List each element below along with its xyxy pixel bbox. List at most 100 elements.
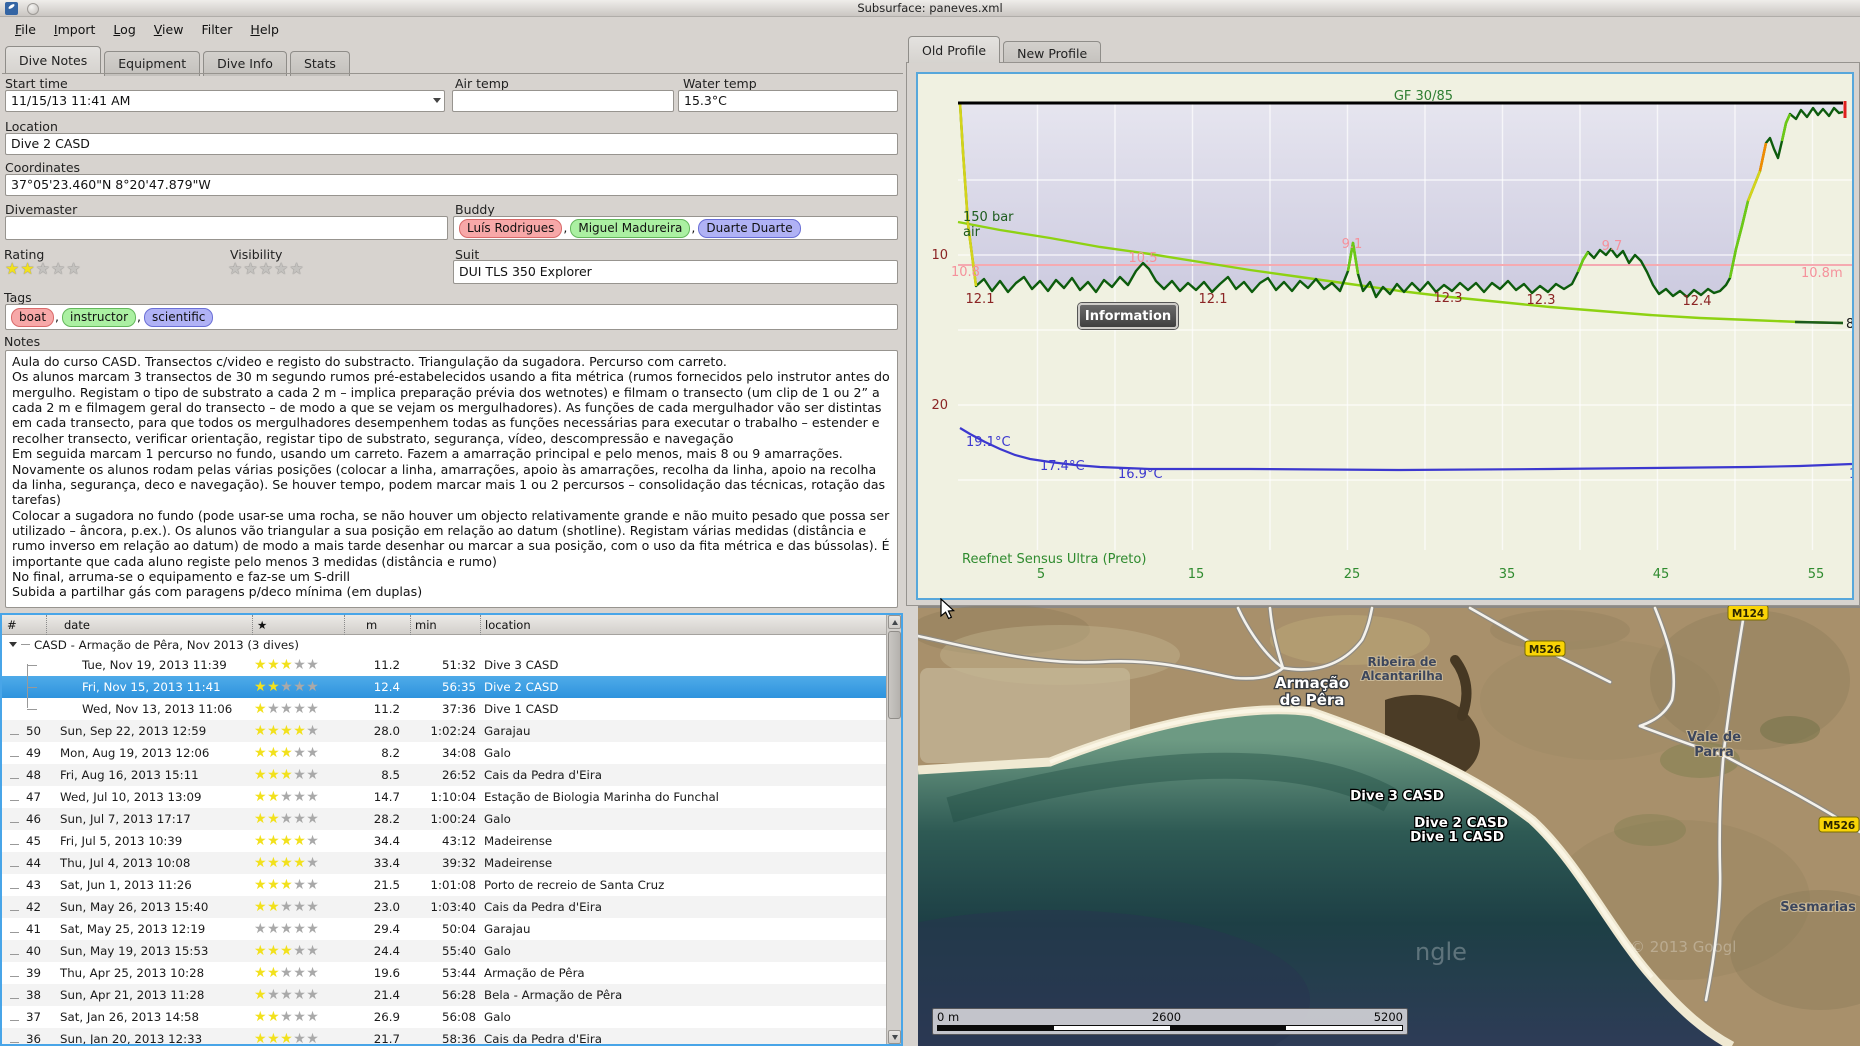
window-button[interactable] [27, 3, 39, 15]
pill-scientific[interactable]: scientific [144, 308, 214, 327]
table-group-row[interactable]: CASD - Armação de Pêra, Nov 2013 (3 dive… [2, 635, 886, 654]
star-icon: ★ [274, 259, 290, 278]
road-badge-label: M124 [1732, 608, 1764, 620]
chart-text: 20 [931, 398, 948, 413]
window-titlebar[interactable]: Subsurface: paneves.xml [0, 0, 1860, 17]
table-row[interactable]: 37 Sat, Jan 26, 2013 14:58 ★★★★★ 26.9 56:08 G… [2, 1006, 886, 1028]
cell-location: Galo [484, 1010, 511, 1024]
expander-icon[interactable] [9, 642, 17, 647]
cell-rating: ★★★★★ [252, 789, 344, 805]
table-row[interactable]: 42 Sun, May 26, 2013 15:40 ★★★★★ 23.0 1:03:4… [2, 896, 886, 918]
table-row[interactable]: 46 Sun, Jul 7, 2013 17:17 ★★★★★ 28.2 1:00:24… [2, 808, 886, 830]
pill-boat[interactable]: boat [11, 308, 55, 327]
cell-location: Galo [484, 746, 511, 760]
table-row[interactable]: 50 Sun, Sep 22, 2013 12:59 ★★★★★ 28.0 1:02:2… [2, 720, 886, 742]
table-row[interactable]: 39 Thu, Apr 25, 2013 10:28 ★★★★★ 19.6 53:44 A… [2, 962, 886, 984]
star-icon: ★ [306, 1031, 320, 1044]
column-header-2[interactable]: ★ [252, 615, 344, 635]
star-icon: ★ [254, 833, 268, 849]
cell-rating: ★★★★★ [252, 987, 344, 1003]
buddy-label: Buddy [455, 202, 495, 217]
table-row[interactable]: Wed, Nov 13, 2013 11:06 ★★★★★ 11.2 37:36 Div… [2, 698, 886, 720]
column-header-1[interactable]: date [46, 615, 252, 635]
tags-input[interactable]: boat, instructor, scientific [5, 304, 898, 330]
chart-text: 35 [1499, 567, 1516, 582]
column-header-3[interactable]: m [344, 615, 410, 635]
tree-branch [10, 932, 19, 933]
location-input[interactable]: Dive 2 CASD [5, 133, 898, 155]
cell-depth: 12.4 [373, 680, 400, 694]
menu-filter[interactable]: Filter [201, 22, 233, 37]
table-row[interactable]: 48 Fri, Aug 16, 2013 15:11 ★★★★★ 8.5 26:52 Ca… [2, 764, 886, 786]
scroll-down-button[interactable] [888, 1030, 901, 1044]
cell-number: 41 [2, 922, 46, 936]
chart-text: air [963, 225, 981, 240]
table-row[interactable]: 41 Sat, May 25, 2013 12:19 ★★★★★ 29.4 50:04 G… [2, 918, 886, 940]
pill-miguel-madureira[interactable]: Miguel Madureira [570, 219, 691, 238]
dive-list: # date ★ m min location CASD - Armação de Pêra… [0, 613, 903, 1046]
menu-log[interactable]: Log [113, 22, 136, 37]
water-temp-input[interactable]: 15.3°C [678, 90, 898, 112]
table-row[interactable]: 44 Thu, Jul 4, 2013 10:08 ★★★★★ 33.4 39:32 Ma… [2, 852, 886, 874]
column-header-4[interactable]: min [410, 615, 480, 635]
table-header[interactable]: # date ★ m min location [2, 615, 886, 635]
table-row[interactable]: 38 Sun, Apr 21, 2013 11:28 ★★★★★ 21.4 56:28 B… [2, 984, 886, 1006]
suit-input[interactable]: DUI TLS 350 Explorer [453, 260, 898, 284]
star-icon: ★ [280, 767, 294, 783]
coordinates-input[interactable]: 37°05'23.460"N 8°20'47.879"W [5, 174, 898, 196]
cell-number: 44 [2, 856, 46, 870]
table-row[interactable]: Tue, Nov 19, 2013 11:39 ★★★★★ 11.2 51:32 Div… [2, 654, 886, 676]
scrollbar-thumb[interactable] [888, 631, 901, 719]
menu-view[interactable]: View [153, 22, 184, 37]
cell-rating: ★★★★★ [252, 767, 344, 783]
notes-textarea[interactable]: Aula do curso CASD. Transectos c/video e… [5, 350, 898, 608]
cell-duration: 50:04 [442, 922, 476, 936]
dive-list-scrollbar[interactable] [886, 615, 901, 1044]
star-icon: ★ [280, 811, 294, 827]
road-badge-label: M526 [1529, 644, 1561, 656]
menu-help[interactable]: Help [250, 22, 279, 37]
cell-date: Wed, Jul 10, 2013 13:09 [60, 790, 202, 804]
table-row[interactable]: 40 Sun, May 19, 2013 15:53 ★★★★★ 24.4 55:40 G… [2, 940, 886, 962]
column-header-5[interactable]: location [480, 615, 886, 635]
tab-dive-info[interactable]: Dive Info [203, 51, 287, 76]
tab-old-profile[interactable]: Old Profile [908, 36, 1001, 63]
column-header-0[interactable]: # [7, 618, 17, 632]
star-icon: ★ [267, 811, 281, 827]
menu-import[interactable]: Import [53, 22, 96, 37]
start-time-combo[interactable]: 11/15/13 11:41 AM [5, 90, 445, 112]
table-row[interactable]: Fri, Nov 15, 2013 11:41 ★★★★★ 12.4 56:35 Div… [2, 676, 886, 698]
divemaster-input[interactable] [5, 216, 448, 240]
menu-file[interactable]: File [15, 22, 36, 37]
star-icon: ★ [267, 899, 281, 915]
chevron-down-icon[interactable] [433, 98, 441, 103]
information-button[interactable]: Information [1078, 303, 1178, 329]
map-place-label: Sesmarias [1780, 900, 1856, 915]
cell-location: Cais da Pedra d'Eira [484, 900, 602, 914]
tab-dive-notes[interactable]: Dive Notes [5, 46, 102, 73]
cell-duration: 58:36 [442, 1032, 476, 1044]
star-icon: ★ [306, 723, 320, 739]
buddy-input[interactable]: Luís Rodrigues, Miguel Madureira, Duarte D… [453, 216, 898, 240]
tab-equipment[interactable]: Equipment [104, 51, 201, 76]
tab-new-profile[interactable]: New Profile [1003, 41, 1102, 66]
notes-label: Notes [4, 334, 41, 349]
air-temp-input[interactable] [452, 90, 674, 112]
table-row[interactable]: 47 Wed, Jul 10, 2013 13:09 ★★★★★ 14.7 1:10:0… [2, 786, 886, 808]
star-icon: ★ [280, 965, 294, 981]
tab-stats[interactable]: Stats [289, 51, 350, 76]
scroll-up-button[interactable] [888, 615, 901, 629]
table-row[interactable]: 45 Fri, Jul 5, 2013 10:39 ★★★★★ 34.4 43:12 Ma… [2, 830, 886, 852]
star-icon: ★ [306, 943, 320, 959]
table-row[interactable]: 36 Sun, Jan 20, 2013 12:33 ★★★★★ 21.7 58:36 C… [2, 1028, 886, 1044]
table-row[interactable]: 49 Mon, Aug 19, 2013 12:06 ★★★★★ 8.2 34:08 Ga… [2, 742, 886, 764]
pill-duarte-duarte[interactable]: Duarte Duarte [698, 219, 801, 238]
rating-label: Rating [4, 247, 45, 262]
table-row[interactable]: 43 Sat, Jun 1, 2013 11:26 ★★★★★ 21.5 1:01:08… [2, 874, 886, 896]
rating-stars[interactable]: ★★★★★ [5, 261, 82, 277]
pill-luís-rodrigues[interactable]: Luís Rodrigues [459, 219, 563, 238]
visibility-stars[interactable]: ★★★★★ [228, 261, 305, 277]
pill-instructor[interactable]: instructor [62, 308, 137, 327]
dive-table[interactable]: # date ★ m min location CASD - Armação de Pêra… [2, 615, 886, 1044]
